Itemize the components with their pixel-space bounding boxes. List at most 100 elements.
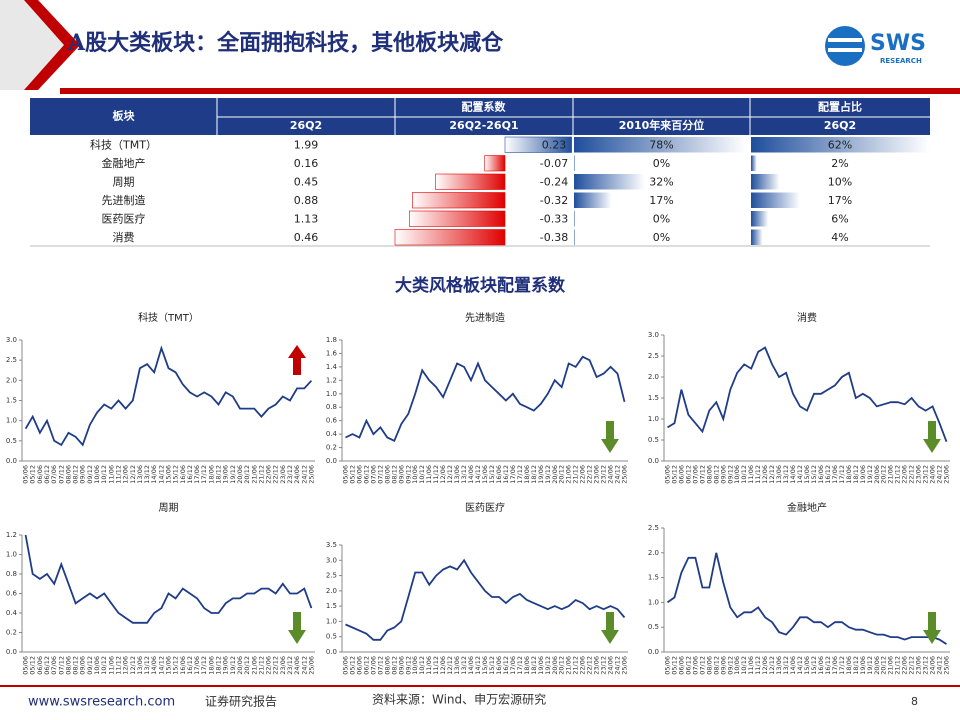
x-tick-label: 22/06 (265, 656, 273, 675)
x-tick-label: 15/12 (810, 465, 818, 484)
x-tick-label: 21/06 (250, 656, 258, 675)
x-tick-label: 06/06 (36, 656, 44, 675)
x-tick-label: 19/06 (859, 465, 867, 484)
x-tick-label: 18/12 (530, 656, 538, 675)
x-tick-label: 21/06 (250, 465, 258, 484)
y-tick-label: 0.0 (648, 648, 659, 656)
table-cell: -0.24 (540, 175, 568, 188)
x-tick-label: 24/06 (293, 656, 301, 675)
x-tick-label: 14/06 (467, 656, 475, 675)
x-tick-label: 11/12 (432, 656, 440, 675)
x-tick-label: 19/06 (537, 656, 545, 675)
x-tick-label: 22/12 (272, 656, 280, 675)
x-tick-label: 14/12 (157, 656, 165, 675)
x-tick-label: 20/12 (558, 465, 566, 484)
line-series (345, 355, 626, 443)
y-tick-label: 0.8 (6, 570, 17, 578)
x-tick-label: 14/06 (789, 656, 797, 675)
x-tick-label: 16/06 (817, 465, 825, 484)
x-tick-label: 16/06 (179, 656, 187, 675)
x-tick-label: 16/06 (495, 465, 503, 484)
x-tick-label: 16/12 (824, 465, 832, 484)
x-tick-label: 24/12 (300, 656, 308, 675)
x-tick-label: 15/06 (803, 656, 811, 675)
table-cell: 消费 (113, 230, 135, 244)
x-tick-label: 10/12 (740, 656, 748, 675)
change-bar (484, 155, 506, 172)
trend-arrow (288, 345, 306, 375)
x-tick-label: 13/06 (775, 656, 783, 675)
line-series (666, 552, 947, 645)
x-tick-label: 21/06 (565, 656, 573, 675)
x-tick-label: 13/12 (460, 656, 468, 675)
y-tick-label: 2.5 (648, 524, 659, 532)
x-tick-label: 08/06 (64, 656, 72, 675)
x-tick-label: 13/12 (143, 465, 151, 484)
x-tick-label: 06/12 (362, 465, 370, 484)
x-tick-label: 18/06 (845, 656, 853, 675)
x-tick-label: 24/12 (936, 656, 944, 675)
x-tick-label: 09/12 (726, 656, 734, 675)
x-tick-label: 22/06 (265, 465, 273, 484)
x-tick-label: 05/12 (348, 656, 356, 675)
table-cell: 2% (831, 157, 848, 170)
x-tick-label: 07/06 (50, 656, 58, 675)
y-tick-label: 0.0 (648, 457, 659, 465)
x-tick-label: 13/06 (453, 656, 461, 675)
x-tick-label: 17/06 (509, 656, 517, 675)
x-tick-label: 11/12 (432, 465, 440, 484)
y-tick-label: 3.5 (326, 541, 337, 549)
x-tick-label: 20/06 (551, 656, 559, 675)
x-tick-label: 11/06 (747, 656, 755, 675)
change-bar (504, 136, 572, 153)
x-tick-label: 23/12 (922, 465, 930, 484)
slide-title: A股大类板块：全面拥抱科技，其他板块减仓 (67, 30, 504, 56)
x-tick-label: 06/12 (43, 465, 51, 484)
x-tick-label: 05/06 (663, 465, 671, 484)
x-tick-label: 22/12 (586, 656, 594, 675)
table-subheader: 26Q2-26Q1 (449, 119, 518, 132)
x-tick-label: 20/06 (236, 465, 244, 484)
x-tick-label: 07/12 (698, 656, 706, 675)
x-tick-label: 07/06 (691, 656, 699, 675)
x-tick-label: 05/06 (22, 656, 30, 675)
x-tick-label: 13/12 (782, 656, 790, 675)
x-tick-label: 08/12 (712, 656, 720, 675)
table-cell: 0% (653, 157, 670, 170)
x-tick-label: 12/06 (122, 656, 130, 675)
x-tick-label: 11/06 (425, 656, 433, 675)
change-bar (409, 210, 506, 227)
x-tick-label: 25/06 (621, 656, 629, 675)
x-tick-label: 18/06 (523, 656, 531, 675)
table-cell: 金融地产 (102, 156, 146, 170)
x-tick-label: 20/06 (551, 465, 559, 484)
x-tick-label: 06/06 (355, 465, 363, 484)
change-bar (394, 229, 506, 246)
x-tick-label: 10/12 (418, 465, 426, 484)
x-tick-label: 05/12 (29, 465, 37, 484)
chart-title: 科技（TMT） (138, 311, 199, 324)
x-tick-label: 06/06 (677, 465, 685, 484)
x-tick-label: 06/06 (677, 656, 685, 675)
y-tick-label: 1.4 (326, 363, 338, 371)
x-tick-label: 09/12 (404, 465, 412, 484)
x-tick-label: 12/06 (122, 465, 130, 484)
y-tick-label: 0.5 (648, 623, 659, 631)
x-tick-label: 15/06 (481, 465, 489, 484)
x-tick-label: 23/12 (286, 656, 294, 675)
footer-kind: 证券研究报告 (205, 694, 277, 709)
x-tick-label: 20/06 (873, 465, 881, 484)
y-tick-label: 3.0 (6, 336, 17, 344)
line-series (345, 558, 626, 641)
x-tick-label: 10/06 (411, 656, 419, 675)
y-tick-label: 1.0 (6, 551, 17, 559)
percentile-bar (574, 137, 746, 153)
x-tick-label: 23/06 (279, 465, 287, 484)
x-tick-label: 09/06 (719, 465, 727, 484)
y-tick-label: 1.6 (326, 349, 338, 357)
x-tick-label: 25/06 (621, 465, 629, 484)
table-cell: 0.45 (294, 175, 319, 188)
table-cell: 0.46 (294, 231, 319, 244)
x-tick-label: 07/06 (50, 465, 58, 484)
table-header: 板块 (113, 109, 136, 123)
